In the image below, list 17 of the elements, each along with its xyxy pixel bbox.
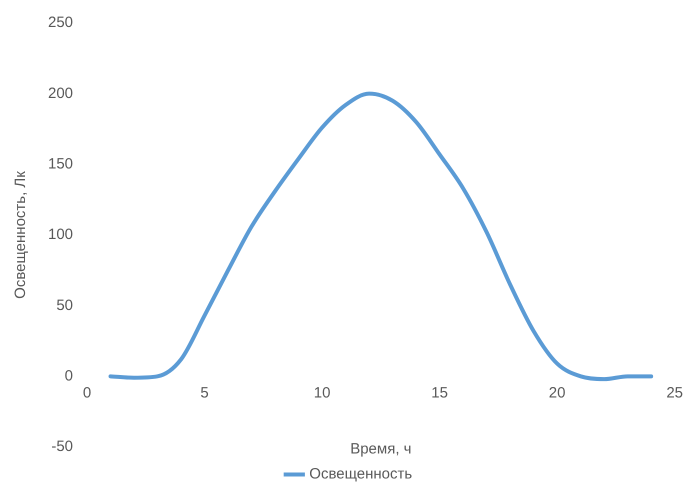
y-tick-label: 50	[56, 296, 74, 314]
legend-label: Освещенность	[309, 466, 412, 483]
x-tick-label: 20	[548, 384, 566, 402]
line-series	[108, 92, 654, 382]
x-axis-title: Время, ч	[350, 440, 412, 458]
x-tick-label: 5	[200, 384, 209, 402]
y-tick-label: 250	[48, 14, 74, 32]
x-tick-label: 25	[666, 384, 683, 402]
y-tick-label: -50	[51, 438, 74, 456]
x-tick-label: 15	[431, 384, 448, 402]
y-tick-label: 100	[48, 226, 74, 244]
x-tick-label: 0	[82, 384, 92, 402]
y-tick-label: 150	[48, 155, 74, 172]
x-tick-label: 10	[314, 384, 330, 402]
y-tick-label: 200	[48, 84, 74, 102]
y-axis-title: Освещенность, Лк	[12, 170, 30, 299]
y-tick-label: 0	[64, 367, 74, 384]
